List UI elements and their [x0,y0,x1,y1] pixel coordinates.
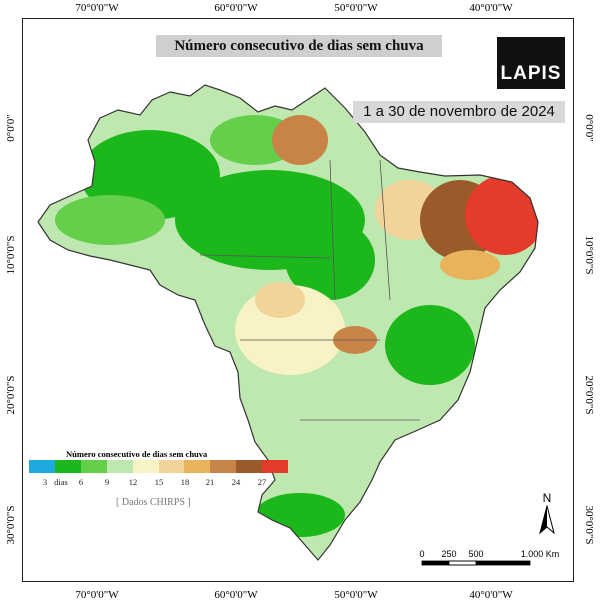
zone-amapa-north [272,115,328,165]
legend-label-24: 24 [231,477,241,487]
lon-tick-top-70w: 70°0'0"W [75,2,119,14]
zone-south [255,493,345,537]
legend-label-27: 27 [257,477,267,487]
zone-pernambuco [440,250,500,280]
lon-tick-bottom-60w: 60°0'0"W [214,589,258,601]
zone-mt-dry [255,282,305,318]
north-label: N [542,491,552,505]
lon-tick-top-60w: 60°0'0"W [214,2,258,14]
north-arrow: N [537,491,557,538]
period-label: 1 a 30 de novembro de 2024 [353,101,565,123]
legend-swatch-1 [54,460,81,473]
zone-northeast-red [465,175,538,255]
scale-label-500: 500 [468,549,484,559]
lon-tick-bottom-40w: 40°0'0"W [469,589,513,601]
brazil-outline [37,84,539,561]
north-arrow-icon [539,504,555,535]
legend-color-bar [29,460,289,473]
legend-label-21: 21 [205,477,215,487]
legend-swatch-5 [158,460,185,473]
legend-swatch-4 [132,460,159,473]
scale-label-1000: 1.000 Km [520,549,560,559]
legend-label-6: 6 [78,477,84,487]
map-title: Número consecutivo de dias sem chuva [156,35,442,57]
zone-para-south [285,220,375,300]
lon-tick-top-50w: 50°0'0"W [334,2,378,14]
legend-swatch-6 [184,460,211,473]
legend-title: Número consecutivo de dias sem chuva [66,449,208,459]
zone-acre [55,195,165,245]
scale-bar [421,560,531,566]
legend-label-3: 3 [42,477,48,487]
lon-tick-top-40w: 40°0'0"W [469,2,513,14]
lon-tick-bottom-70w: 70°0'0"W [75,589,119,601]
scale-label-0: 0 [419,549,425,559]
lon-tick-bottom-50w: 50°0'0"W [334,589,378,601]
legend-label-15: 15 [154,477,164,487]
legend-unit: dias [54,477,68,487]
legend-swatch-0 [29,460,55,473]
legend-label-18: 18 [180,477,190,487]
legend-swatch-2 [80,460,107,473]
lapis-logo: LAPIS [497,37,565,89]
lapis-logo-text: LAPIS [500,63,562,84]
data-source-label: [ Dados CHIRPS ] [116,497,191,508]
legend-swatch-9 [262,460,289,473]
legend-swatch-8 [236,460,263,473]
legend-label-12: 12 [128,477,138,487]
legend-swatch-3 [106,460,133,473]
legend-label-9: 9 [104,477,110,487]
state-borders [199,159,420,421]
zone-bahia-minas [385,305,475,385]
scale-label-250: 250 [441,549,457,559]
legend-swatch-7 [210,460,237,473]
